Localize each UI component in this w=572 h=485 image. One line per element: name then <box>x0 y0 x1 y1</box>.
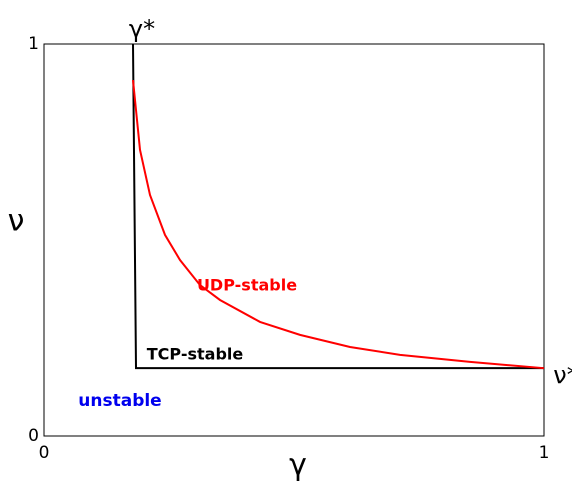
x-tick-label: 1 <box>539 443 550 463</box>
x-axis-label: γ <box>289 448 307 483</box>
plot-frame <box>43 43 545 437</box>
annotation: UDP-stable <box>197 276 297 295</box>
annotation: γ* <box>129 15 155 43</box>
y-tick-label: 0 <box>28 426 39 446</box>
annotation: ν* <box>553 361 572 389</box>
y-axis-label: ν <box>8 204 25 239</box>
y-tick-label: 1 <box>28 34 39 54</box>
annotation: TCP-stable <box>147 345 244 364</box>
line <box>132 79 545 370</box>
line <box>132 43 544 370</box>
x-tick-label: 0 <box>39 443 50 463</box>
annotation: unstable <box>78 391 161 411</box>
